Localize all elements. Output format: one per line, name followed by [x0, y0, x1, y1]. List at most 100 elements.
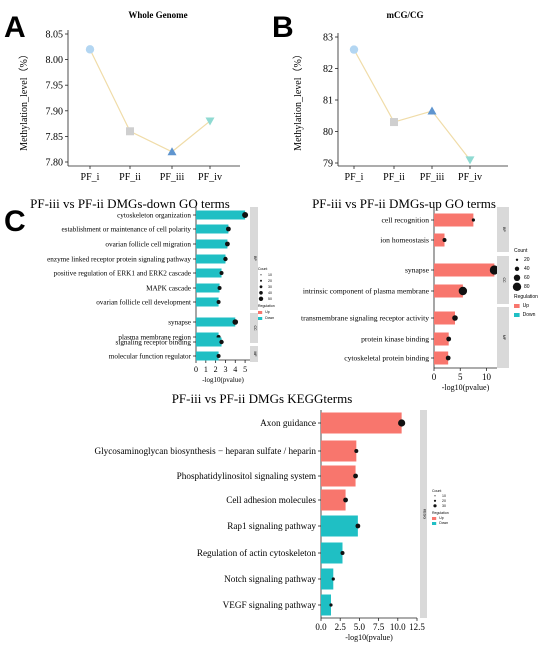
chart-b-point-pf-iv	[465, 156, 475, 165]
chart-c3-legend-count-label: 10	[442, 494, 446, 498]
chart-c1-count-dot	[216, 354, 221, 358]
chart-c3-bar	[321, 515, 358, 537]
chart-c2-legend-count-dot	[512, 282, 522, 291]
chart-c1-category-label: enzyme linked receptor protein signaling…	[47, 256, 191, 264]
chart-c1-legend-count-dot	[259, 285, 263, 289]
chart-c3-bar	[321, 542, 343, 564]
chart-c2-bar	[434, 351, 449, 365]
chart-a-point-pf-iii	[167, 147, 177, 156]
chart-c1-title: PF-iii vs PF-ii DMGs-down GO terms	[30, 196, 230, 211]
chart-c1-xtick-label: 2	[214, 365, 218, 374]
chart-c3-legend-reg-label: Down	[439, 521, 448, 525]
chart-c1-bar	[196, 283, 220, 293]
chart-c2-xtick-label: 0	[432, 372, 437, 382]
chart-c1-xtick-label: 0	[194, 365, 198, 374]
chart-c1-count-dot	[223, 256, 228, 262]
chart-c2-category-label: protein kinase binding	[361, 335, 429, 344]
chart-c1-category-label: ovarian follicle cell migration	[105, 241, 191, 249]
chart-a-ytick-label: 7.85	[46, 132, 64, 143]
chart-c2-count-dot	[471, 218, 475, 222]
panel-letter-b: B	[272, 11, 294, 44]
chart-c1-legend-count-dot	[260, 274, 262, 276]
chart-c2-category-label: ion homeostasis	[380, 236, 429, 245]
panel-b-line-chart: mCG/CG Methylation_level（%） 79 80 81 82 83 PF…	[292, 10, 508, 183]
chart-c1-xtick-label: 4	[233, 365, 237, 374]
chart-a-xtick-label: PF_i	[81, 172, 100, 183]
chart-c3-count-dot	[329, 603, 333, 607]
chart-c1-legend-count-dot	[259, 291, 263, 295]
chart-c3-bar	[321, 465, 356, 487]
chart-c1-legend-count-dot	[258, 296, 264, 301]
chart-b-point-pf-iii	[427, 106, 437, 115]
chart-b-xtick-label: PF_iv	[458, 172, 482, 183]
chart-b-series-line	[353, 49, 471, 161]
chart-c1-bar	[196, 351, 219, 361]
chart-c2-legend-count-label: 80	[524, 284, 530, 290]
chart-a-title: Whole Genome	[128, 10, 187, 20]
chart-c2-legend-count-dot	[513, 274, 521, 281]
chart-c1-bar	[196, 297, 219, 307]
chart-c3-bar	[321, 594, 331, 616]
chart-c3-count-dot	[398, 419, 406, 427]
chart-c1-xtick-label: 5	[243, 365, 247, 374]
chart-a-point-pf-i	[85, 45, 95, 54]
chart-c3-count-dot	[355, 523, 361, 529]
chart-c3-facet-strip	[420, 410, 427, 618]
chart-c1-count-dot	[232, 319, 239, 325]
chart-c2-count-dot	[442, 238, 447, 242]
chart-c1-count-dot	[225, 241, 230, 247]
chart-c3-xtick-label: 7.5	[373, 622, 385, 632]
chart-c3-legend-count-dot	[433, 499, 437, 502]
chart-c1-bar	[196, 254, 226, 264]
chart-c2-legend-reg-label: Up	[523, 303, 530, 309]
chart-c1-category-label: ovarian follicle cell development	[96, 299, 191, 307]
chart-c3-bar	[321, 412, 402, 434]
chart-a-xtick-label: PF_iii	[160, 172, 185, 183]
chart-c1-xtick-label: 3	[223, 365, 227, 374]
chart-c1-facet-strip	[250, 346, 258, 362]
chart-c3-count-dot	[331, 577, 335, 581]
chart-c2-count-dot	[446, 336, 452, 342]
chart-b-ylabel: Methylation_level（%）	[292, 49, 304, 151]
chart-c3-legend-count-label: 30	[442, 504, 446, 508]
chart-c2-bar	[434, 213, 474, 227]
chart-c3-bar	[321, 489, 346, 511]
chart-b-point-pf-i	[349, 45, 359, 54]
chart-c1-legend-count-label: 30	[268, 285, 272, 289]
chart-c1-category-label: plasma membrane region	[118, 334, 191, 342]
chart-c1-facet-label: CC	[253, 325, 257, 331]
chart-c1-count-dot	[216, 300, 221, 304]
chart-c1-facet-label: BP	[253, 256, 257, 261]
chart-c1-count-dot	[219, 339, 224, 345]
chart-c2-facet-label: MF	[502, 335, 506, 340]
chart-c3-category-label: Rap1 signaling pathway	[227, 521, 316, 531]
chart-c1-bar	[196, 239, 228, 249]
chart-c2-legend-reg-label: Down	[523, 312, 536, 318]
chart-c3-xtick-label: 2.5	[335, 622, 347, 632]
chart-c2-count-dot	[489, 265, 499, 275]
chart-c1-bar	[196, 210, 246, 220]
chart-c2-category-label: intrinsic component of plasma membrane	[303, 287, 430, 296]
chart-c1-legend-count-label: 10	[268, 273, 272, 277]
chart-c2-title: PF-iii vs PF-ii DMGs-up GO terms	[312, 196, 496, 211]
chart-c1-category-label: positive regulation of ERK1 and ERK2 cas…	[54, 270, 191, 278]
chart-c1-legend-count-label: 20	[268, 279, 272, 283]
chart-a-point-pf-ii	[126, 127, 134, 136]
chart-c3-category-label: Notch signaling pathway	[224, 574, 316, 584]
chart-b-ytick-label: 80	[323, 127, 333, 138]
chart-c2-facet-label: CC	[502, 277, 506, 283]
chart-a-ytick-label: 7.80	[46, 158, 64, 169]
chart-c2-legend-count-label: 60	[524, 275, 530, 281]
chart-c3-category-label: Regulation of actin cytoskeleton	[197, 548, 317, 558]
chart-c2-category-label: synapse	[405, 266, 430, 275]
chart-a-ytick-label: 8.05	[46, 30, 64, 41]
chart-c3-legend-count-label: 20	[442, 499, 446, 503]
chart-c3-legend-count-dot	[433, 504, 437, 508]
chart-c2-legend-count-label: 20	[524, 257, 530, 263]
chart-c2-bar	[434, 233, 445, 247]
chart-c1-bar	[196, 268, 222, 278]
chart-c1-facet-label: MF	[253, 351, 257, 356]
chart-c1-category-label: synapse	[168, 319, 191, 327]
chart-c3-category-label: Cell adhesion molecules	[226, 495, 316, 505]
